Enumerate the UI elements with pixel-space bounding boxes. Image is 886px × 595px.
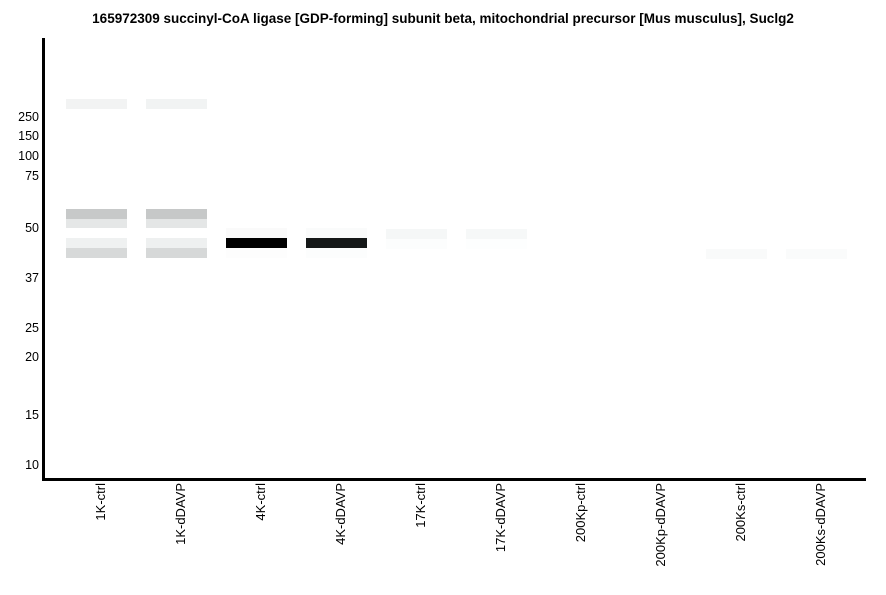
- lane-label: 1K-dDAVP: [172, 483, 188, 545]
- gel-band: [66, 219, 127, 228]
- gel-band: [466, 229, 527, 239]
- lane-label: 200Ks-ctrl: [732, 483, 748, 542]
- gel-band: [306, 228, 367, 238]
- gel-band: [386, 229, 447, 239]
- y-axis-line: [42, 38, 45, 481]
- gel-band: [706, 249, 767, 259]
- lane-label: 200Kp-dDAVP: [652, 483, 668, 567]
- gel-band: [146, 209, 207, 219]
- mw-marker-label: 100: [18, 149, 39, 163]
- gel-band: [66, 248, 127, 258]
- gel-band: [146, 219, 207, 228]
- mw-marker-label: 150: [18, 129, 39, 143]
- gel-band: [306, 248, 367, 258]
- lane-label: 4K-dDAVP: [332, 483, 348, 545]
- gel-band: [146, 238, 207, 248]
- lane-label: 1K-ctrl: [92, 483, 108, 521]
- gel-band: [386, 239, 447, 249]
- lane-label: 17K-ctrl: [412, 483, 428, 528]
- mw-marker-label: 250: [18, 110, 39, 124]
- gel-band: [66, 99, 127, 109]
- gel-band: [66, 209, 127, 219]
- x-axis-line: [42, 478, 866, 481]
- mw-marker-label: 10: [25, 458, 39, 472]
- mw-marker-label: 25: [25, 321, 39, 335]
- mw-marker-label: 20: [25, 350, 39, 364]
- figure-title: 165972309 succinyl-CoA ligase [GDP-formi…: [92, 11, 794, 26]
- mw-marker-label: 75: [25, 169, 39, 183]
- gel-band: [306, 238, 367, 248]
- gel-band: [466, 239, 527, 249]
- mw-marker-label: 37: [25, 271, 39, 285]
- gel-band: [66, 238, 127, 248]
- lane-label: 4K-ctrl: [252, 483, 268, 521]
- gel-band: [786, 249, 847, 259]
- gel-band: [226, 228, 287, 238]
- lane-label: 200Ks-dDAVP: [812, 483, 828, 566]
- gel-band: [146, 99, 207, 109]
- mw-marker-label: 50: [25, 221, 39, 235]
- mw-marker-label: 15: [25, 408, 39, 422]
- lane-label: 200Kp-ctrl: [572, 483, 588, 543]
- lane-label: 17K-dDAVP: [492, 483, 508, 553]
- gel-band: [226, 238, 287, 248]
- gel-band: [226, 248, 287, 258]
- gel-band: [146, 248, 207, 258]
